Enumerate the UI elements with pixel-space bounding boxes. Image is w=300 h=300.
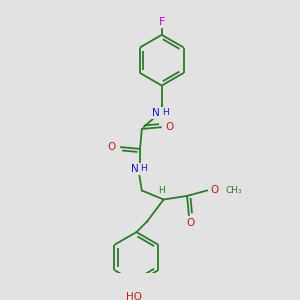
Text: O: O — [211, 185, 219, 196]
Text: H: H — [158, 186, 165, 195]
Text: O: O — [187, 218, 195, 228]
Text: O: O — [108, 142, 116, 152]
Text: F: F — [159, 17, 165, 27]
Text: N: N — [152, 108, 160, 118]
Text: H: H — [140, 164, 147, 173]
Text: N: N — [131, 164, 139, 174]
Text: CH₃: CH₃ — [225, 186, 242, 195]
Text: O: O — [165, 122, 173, 132]
Text: H: H — [162, 108, 169, 117]
Text: HO: HO — [126, 292, 142, 300]
